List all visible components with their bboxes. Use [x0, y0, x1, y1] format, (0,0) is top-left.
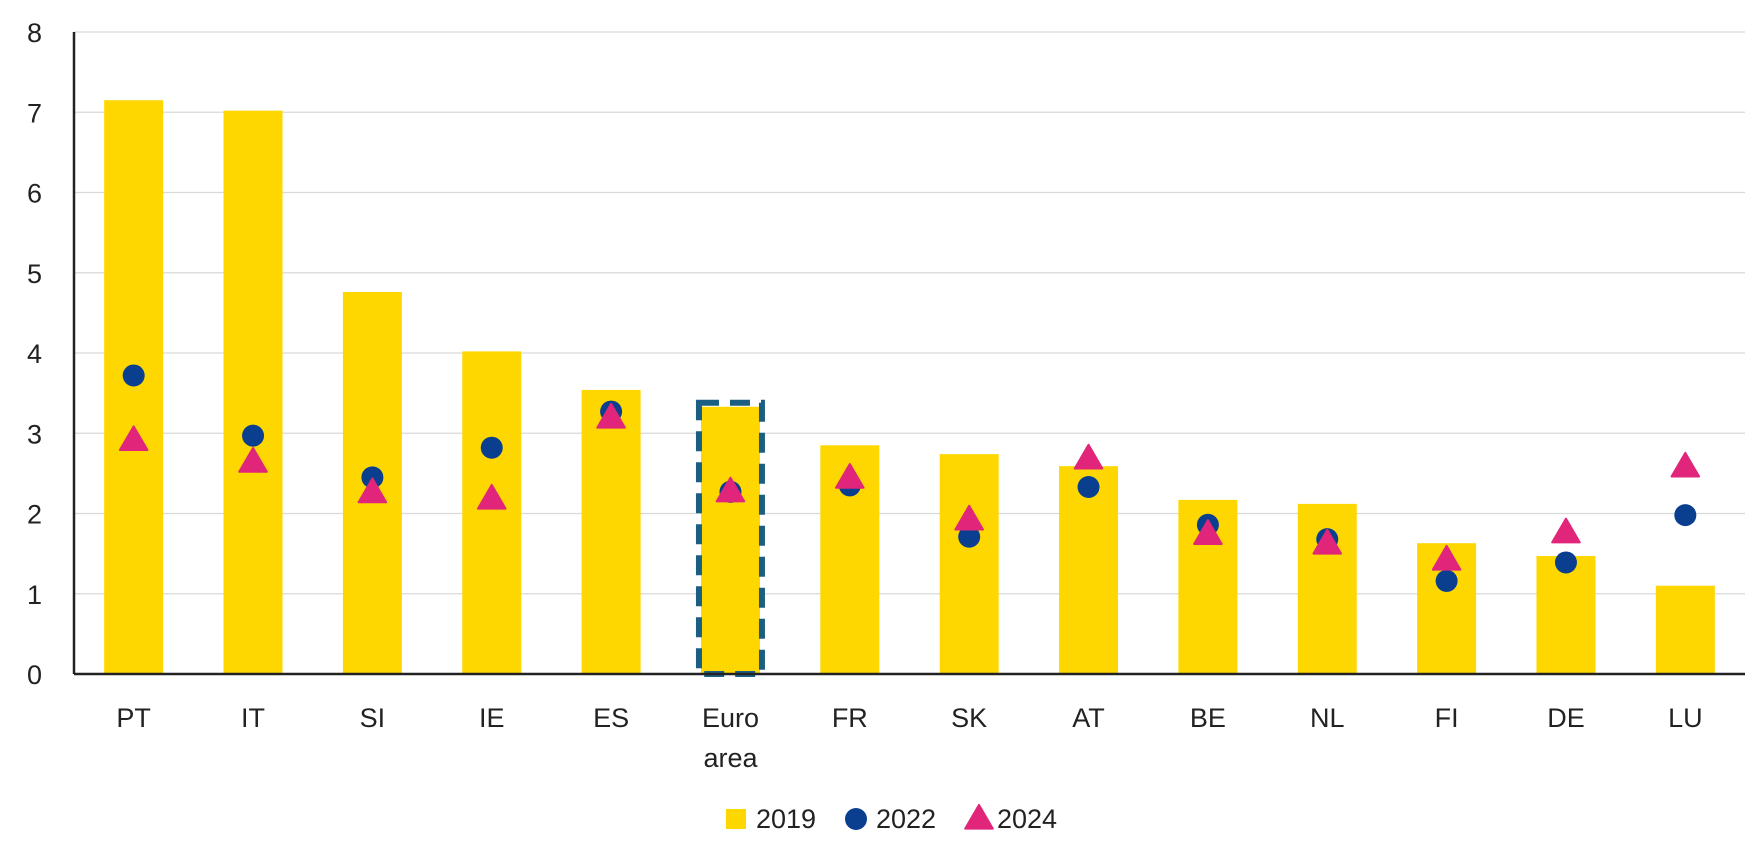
bar-2019	[223, 110, 283, 674]
marker-2022	[480, 436, 503, 459]
marker-2024	[835, 463, 865, 489]
marker-2022	[361, 466, 384, 489]
y-tick-labels: 0 1 2 3 4 5 6 7 8	[27, 18, 42, 690]
bar-2019	[581, 389, 641, 674]
highlight-outline	[695, 399, 765, 677]
legend-label: 2022	[876, 804, 936, 834]
x-category-label: Euro	[702, 703, 759, 733]
marker-2022	[122, 364, 145, 387]
x-category-label: SK	[951, 703, 987, 733]
x-category-label: FI	[1435, 703, 1459, 733]
x-category-label: IE	[479, 703, 505, 733]
marker-2024	[1193, 519, 1223, 545]
bar-2019	[1655, 585, 1715, 674]
marker-2022	[1077, 476, 1100, 499]
x-category-label: NL	[1310, 703, 1345, 733]
axes	[72, 32, 1745, 676]
bar-2019	[939, 454, 999, 674]
legend-item: 2022	[845, 804, 936, 834]
marker-series	[118, 364, 1701, 592]
marker-2024	[1670, 451, 1701, 478]
marker-2022	[1435, 569, 1458, 592]
marker-2022	[958, 525, 981, 548]
x-category-label: BE	[1190, 703, 1226, 733]
marker-2022	[1674, 504, 1697, 527]
bar-2019	[462, 351, 522, 674]
bar-series-2019	[104, 100, 1715, 674]
marker-2022	[1554, 551, 1577, 574]
legend-item: 2024	[964, 803, 1057, 834]
marker-2024	[238, 447, 268, 473]
y-tick-label: 4	[27, 339, 42, 369]
y-tick-label: 1	[27, 580, 42, 610]
y-tick-label: 7	[27, 98, 42, 128]
y-tick-label: 0	[27, 660, 42, 690]
x-category-labels: PT IT SI IE ES Euro area FR SK AT BE NL FI DE LU	[116, 703, 1702, 773]
y-tick-label: 3	[27, 419, 42, 449]
marker-2022	[242, 424, 265, 447]
x-category-label: PT	[116, 703, 151, 733]
x-category-label: AT	[1072, 703, 1105, 733]
y-tick-label: 2	[27, 500, 42, 530]
x-category-label: DE	[1547, 703, 1585, 733]
marker-2024	[1073, 443, 1104, 470]
x-category-label: LU	[1668, 703, 1703, 733]
x-category-label: IT	[241, 703, 265, 733]
legend: 2019 2022 2024	[726, 803, 1057, 834]
bar-2019	[1059, 466, 1119, 674]
legend-item: 2019	[726, 804, 816, 834]
x-category-label: ES	[593, 703, 629, 733]
bar-2019	[700, 406, 760, 674]
legend-label: 2019	[756, 804, 816, 834]
marker-2024	[357, 477, 388, 504]
x-category-label: SI	[360, 703, 386, 733]
bar-2019	[1536, 556, 1596, 674]
x-category-label: area	[703, 743, 758, 773]
y-tick-label: 6	[27, 179, 42, 209]
euro-area-highlight	[695, 399, 765, 677]
legend-swatch-2022	[845, 808, 867, 830]
legend-swatch-2024	[964, 803, 994, 830]
marker-2024	[476, 483, 507, 510]
bar-2019	[104, 100, 164, 674]
x-category-label: FR	[832, 703, 868, 733]
marker-2024	[715, 476, 746, 503]
marker-2024	[1551, 517, 1581, 544]
marker-2024	[1312, 528, 1343, 555]
legend-swatch-2019	[726, 809, 746, 829]
legend-label: 2024	[997, 804, 1057, 834]
marker-2024	[1431, 544, 1462, 571]
gridlines	[74, 31, 1745, 595]
marker-2024	[596, 402, 626, 429]
y-tick-label: 5	[27, 259, 42, 289]
marker-2024	[954, 504, 984, 531]
y-tick-label: 8	[27, 18, 42, 48]
marker-2024	[118, 425, 149, 452]
